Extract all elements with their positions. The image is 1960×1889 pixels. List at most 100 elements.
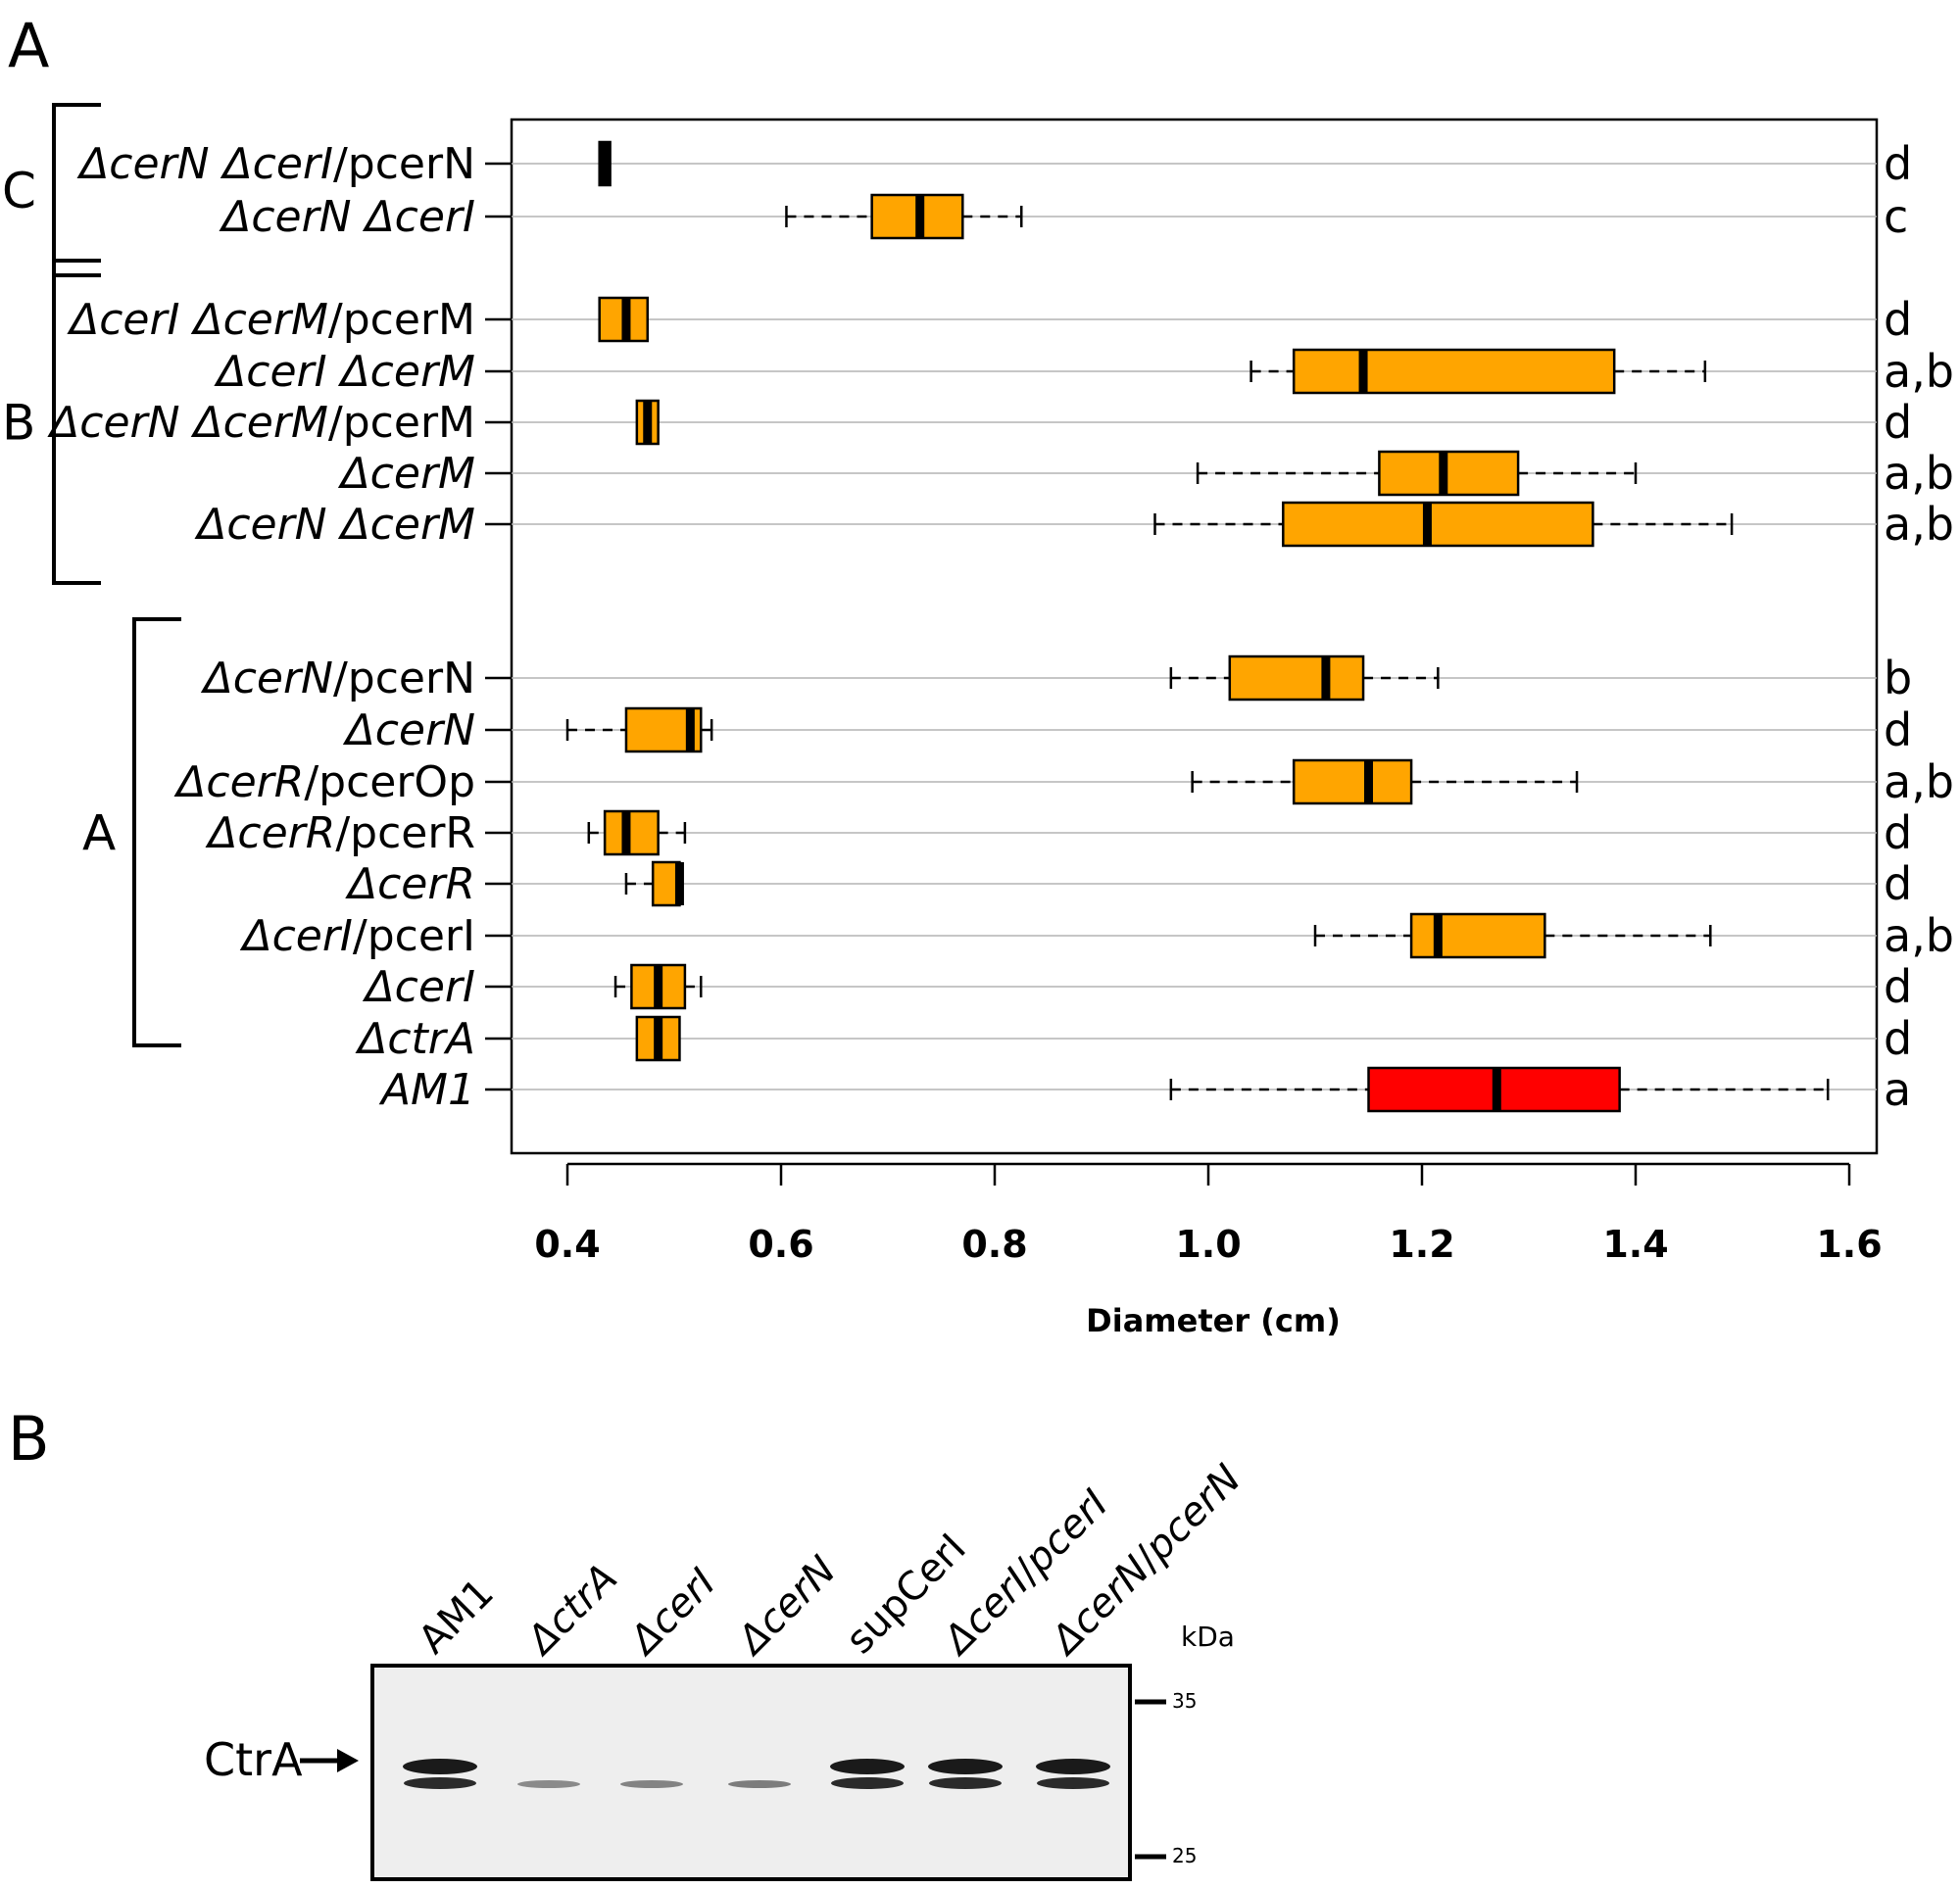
row-label-plasmid: /pcerI (353, 911, 475, 961)
marker-25-label: 25 (1172, 1844, 1197, 1867)
x-tick-label: 0.8 (961, 1223, 1027, 1266)
significance-letter: a (1884, 1063, 1911, 1116)
significance-letter: a,b (1884, 909, 1954, 962)
group-bracket (52, 259, 101, 585)
upper-band (830, 1759, 905, 1774)
box-iqr (603, 809, 660, 856)
marker-35-label: 35 (1172, 1689, 1197, 1713)
x-tick-label: 1.4 (1602, 1223, 1668, 1266)
box-iqr (1282, 501, 1594, 548)
lane-label: ΔctrA (516, 1556, 626, 1666)
significance-letter: a,b (1884, 498, 1954, 551)
faint-band (728, 1780, 791, 1788)
significance-letter: d (1884, 960, 1912, 1013)
row-label-plasmid: /pcerR (335, 808, 475, 858)
row-label-strain: AM1 (378, 1065, 475, 1115)
row-label-strain: ΔcerN ΔcerI (76, 139, 333, 189)
row-label: ΔcerI ΔcerM (214, 347, 475, 397)
group-label: B (2, 395, 35, 452)
box-iqr (1409, 912, 1546, 959)
row-label-strain: ΔcerN (343, 705, 475, 755)
row-label-strain: ΔcerI ΔcerM (214, 347, 475, 397)
lane-label-strain: ΔcerI (619, 1560, 724, 1665)
row-label: AM1 (378, 1065, 475, 1115)
boxes (485, 140, 1830, 1113)
row-label: ΔcerR/pcerOp (173, 757, 475, 807)
panel-a-label: A (8, 10, 49, 81)
row-label-strain: ΔcerI (239, 911, 352, 961)
group-label: A (82, 805, 116, 862)
group-bracket (52, 103, 101, 277)
row-label-plasmid: /pcerN (333, 139, 475, 189)
lower-band (1037, 1777, 1109, 1789)
box-iqr (1378, 450, 1520, 497)
significance-letter: d (1884, 293, 1912, 346)
lane-label: AM1 (411, 1571, 503, 1663)
ctra-arrow-head (337, 1749, 359, 1772)
row-label: ΔcerR (345, 859, 475, 909)
gridlines (512, 163, 1877, 1090)
upper-band (928, 1759, 1003, 1774)
blot-membrane (370, 1664, 1132, 1881)
row-label: ΔcerR/pcerR (205, 808, 475, 858)
row-label-strain: ΔcerR (205, 808, 335, 858)
row-label-strain: ΔcerN (201, 654, 333, 703)
x-tick-label: 1.0 (1175, 1223, 1241, 1266)
lower-band (929, 1777, 1002, 1789)
row-label-strain: ΔcerR (173, 757, 304, 807)
lower-band (831, 1777, 904, 1789)
row-label: ΔcerI/pcerI (239, 911, 475, 961)
significance-letter: d (1884, 137, 1912, 190)
group-brackets: C B A (2, 103, 181, 1047)
row-label-plasmid: /pcerM (328, 398, 475, 448)
row-label: ΔcerN ΔcerI (219, 192, 475, 242)
significance-letter: c (1884, 190, 1908, 243)
significance-letter: d (1884, 703, 1912, 756)
row-label-strain: ΔcerN ΔcerM (47, 398, 328, 448)
row-label-strain: ΔcerI (363, 962, 475, 1012)
significance-letter: a,b (1884, 345, 1954, 398)
row-label-strain: ΔcerN ΔcerI (219, 192, 475, 242)
kda-label: kDa (1181, 1621, 1235, 1653)
significance-letter: b (1884, 652, 1912, 704)
box-iqr (1292, 758, 1413, 805)
ctra-label: CtrA (204, 1733, 303, 1786)
significance-letter: d (1884, 857, 1912, 910)
x-tick-label: 0.4 (534, 1223, 600, 1266)
row-label: ΔcerN ΔcerM/pcerM (47, 398, 475, 448)
group-bracket (132, 617, 181, 1047)
lane-label-strain: ΔcerN (727, 1547, 845, 1665)
box-iqr (1228, 654, 1365, 702)
row-label-strain: ΔcerM (338, 449, 475, 499)
x-axis-title: Diameter (cm) (1086, 1302, 1341, 1339)
box-iqr (1292, 348, 1616, 395)
blot-bands (403, 1759, 1110, 1789)
row-label: ΔctrA (355, 1014, 475, 1064)
row-label: ΔcerI ΔcerM/pcerM (67, 295, 475, 345)
group-label: C (2, 163, 36, 219)
row-label-plasmid: /pcerM (328, 295, 475, 345)
row-label-plasmid: /pcerN (333, 654, 475, 703)
lower-band (404, 1777, 476, 1789)
significance-letter: d (1884, 806, 1912, 859)
row-label-strain: ΔcerN ΔcerM (194, 500, 475, 550)
row-label: ΔcerN (343, 705, 475, 755)
lane-label-plasmid: pcerN (1135, 1456, 1250, 1571)
plot-frame (510, 118, 1879, 1155)
row-label-strain: ΔcerR (345, 859, 475, 909)
significance-letter: d (1884, 396, 1912, 449)
x-axis: 0.4 0.6 0.8 1.0 1.2 1.4 1.6 (534, 1162, 1883, 1266)
lane-label-strain: ΔctrA (516, 1556, 626, 1666)
lane-label: ΔcerN (727, 1547, 845, 1665)
faint-band (620, 1780, 683, 1788)
row-label: ΔcerN/pcerN (201, 654, 475, 703)
row-label-strain: ΔctrA (355, 1014, 475, 1064)
box-iqr (651, 860, 681, 907)
significance-letter: d (1884, 1012, 1912, 1065)
row-label-strain: ΔcerI ΔcerM (67, 295, 328, 345)
